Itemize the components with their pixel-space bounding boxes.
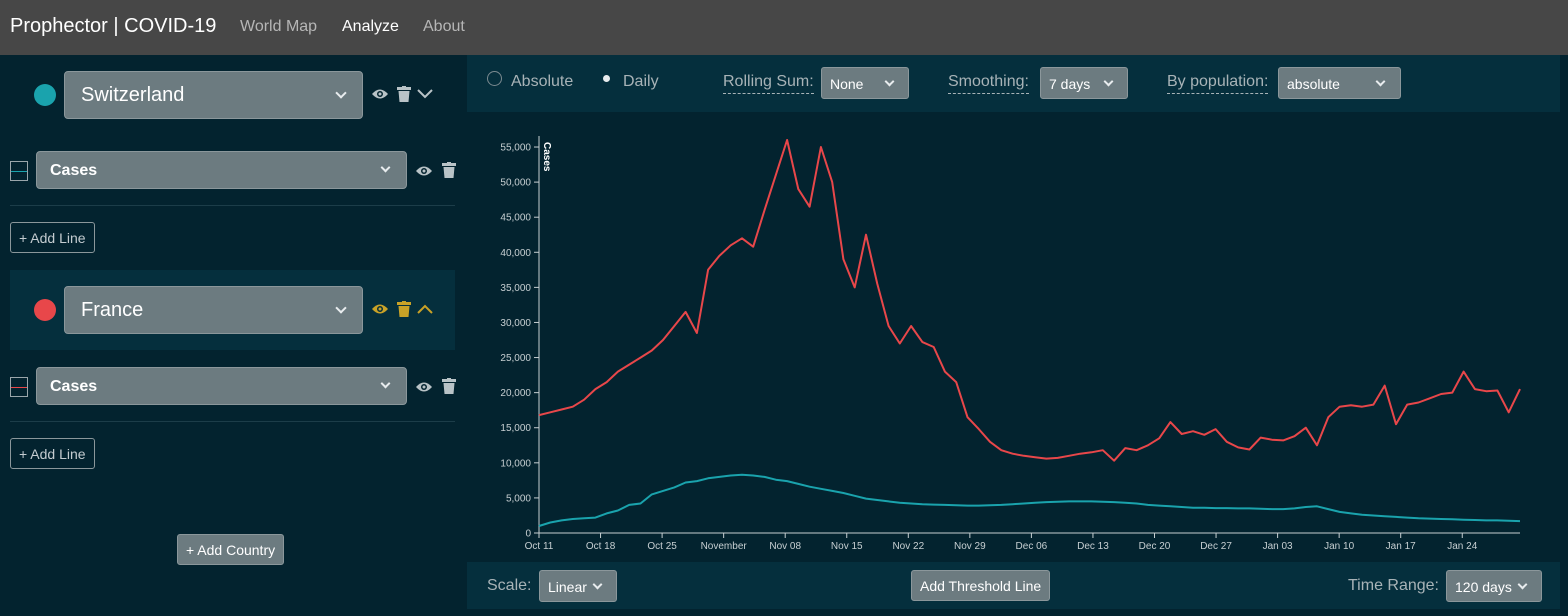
x-tick-label: Jan 17 (1386, 541, 1416, 552)
chevron-up-icon[interactable] (417, 304, 433, 314)
chevron-down-icon (335, 302, 347, 314)
chart-area: 0 5,000 10,000 15,000 20,000 25,000 30,000 35,0… (467, 112, 1560, 562)
y-tick-label: 25,000 (500, 353, 531, 364)
metric-select-value: Cases (50, 162, 98, 179)
x-tick-label: November (701, 541, 748, 552)
y-tick-label: 15,000 (500, 423, 531, 434)
top-navbar: Prophector | COVID-19 World Map Analyze … (0, 0, 1568, 55)
x-tick-label: Oct 11 (525, 541, 554, 552)
y-tick-label: 5,000 (506, 493, 531, 504)
add-line-button[interactable]: + Add Line (10, 222, 95, 253)
by-population-select[interactable]: absolute (1278, 67, 1401, 99)
country-color-dot[interactable] (34, 84, 56, 106)
eye-icon[interactable] (415, 380, 433, 394)
chevron-down-icon (335, 87, 347, 99)
y-tick-label: 10,000 (500, 458, 531, 469)
scale-label: Scale: (487, 577, 532, 594)
chevron-down-icon (592, 579, 603, 590)
rolling-sum-select[interactable]: None (821, 67, 909, 99)
chevron-down-icon (884, 76, 895, 87)
smoothing-select[interactable]: 7 days (1040, 67, 1128, 99)
time-range-value: 120 days (1455, 579, 1512, 595)
nav-link-about[interactable]: About (423, 18, 465, 35)
y-tick-label: 45,000 (500, 213, 531, 224)
trash-icon[interactable] (397, 301, 411, 317)
metric-select[interactable]: Cases (36, 151, 407, 189)
country-select-value: Switzerland (81, 84, 185, 106)
y-tick-label: 50,000 (500, 178, 531, 189)
chevron-down-icon[interactable] (417, 89, 433, 99)
chevron-down-icon (1517, 579, 1528, 590)
by-population-value: absolute (1287, 76, 1340, 92)
country-color-dot[interactable] (34, 299, 56, 321)
eye-icon[interactable] (415, 164, 433, 178)
country-select[interactable]: France (64, 286, 363, 334)
add-line-button[interactable]: + Add Line (10, 438, 95, 469)
series-line-1 (538, 473, 1521, 527)
country-select[interactable]: Switzerland (64, 71, 363, 119)
x-tick-label: Dec 20 (1139, 541, 1171, 552)
trash-icon[interactable] (442, 378, 456, 394)
line-chart: 0 5,000 10,000 15,000 20,000 25,000 30,000 35,0… (500, 136, 1521, 552)
y-tick-label: 20,000 (500, 388, 531, 399)
x-tick-label: Dec 06 (1016, 541, 1048, 552)
divider (10, 421, 455, 422)
country-block-france: France (10, 270, 455, 350)
radio-absolute[interactable] (487, 71, 502, 86)
chart-controls-bar: Absolute Daily Rolling Sum: None Smoothi… (467, 55, 1560, 112)
y-axis-label: Cases (541, 142, 552, 172)
radio-daily[interactable] (603, 75, 610, 82)
x-tick-label: Nov 08 (769, 541, 801, 552)
metric-select-value: Cases (50, 378, 98, 395)
chevron-down-icon (1103, 76, 1114, 87)
sidebar: Switzerland Cases + Add Line France (0, 55, 467, 616)
chart-bottom-bar: Scale: Linear Add Threshold Line Time Ra… (467, 562, 1560, 609)
radio-label-daily[interactable]: Daily (623, 73, 659, 90)
y-tick-label: 55,000 (500, 143, 531, 154)
line-style-swatch[interactable] (10, 161, 28, 181)
chevron-down-icon (380, 162, 391, 173)
line-style-swatch[interactable] (10, 377, 28, 397)
x-tick-label: Nov 29 (954, 541, 986, 552)
x-tick-label: Dec 13 (1077, 541, 1109, 552)
nav-link-analyze[interactable]: Analyze (342, 18, 399, 35)
app-brand[interactable]: Prophector | COVID-19 (10, 15, 217, 37)
x-tick-label: Dec 27 (1200, 541, 1232, 552)
x-tick-label: Jan 03 (1263, 541, 1293, 552)
chevron-down-icon (1375, 76, 1386, 87)
radio-label-absolute[interactable]: Absolute (511, 73, 574, 90)
metric-select[interactable]: Cases (36, 367, 407, 405)
add-threshold-line-button[interactable]: Add Threshold Line (911, 570, 1051, 601)
x-tick-label: Oct 18 (586, 541, 616, 552)
trash-icon[interactable] (397, 86, 411, 102)
country-select-value: France (81, 299, 144, 321)
x-tick-label: Nov 22 (892, 541, 924, 552)
x-tick-label: Nov 15 (831, 541, 863, 552)
x-tick-label: Jan 10 (1324, 541, 1354, 552)
x-tick-label: Oct 25 (647, 541, 677, 552)
rolling-sum-label: Rolling Sum: (723, 73, 814, 94)
x-tick-label: Jan 24 (1447, 541, 1477, 552)
nav-link-world-map[interactable]: World Map (240, 18, 318, 35)
time-range-select[interactable]: 120 days (1446, 570, 1542, 602)
time-range-label: Time Range: (1348, 577, 1439, 594)
eye-icon[interactable] (371, 302, 389, 316)
eye-icon[interactable] (371, 87, 389, 101)
add-country-button[interactable]: + Add Country (177, 534, 285, 565)
y-tick-label: 30,000 (500, 318, 531, 329)
smoothing-value: 7 days (1049, 76, 1091, 92)
divider (10, 205, 455, 206)
trash-icon[interactable] (442, 162, 456, 178)
series-line-0 (538, 139, 1521, 462)
smoothing-label: Smoothing: (948, 73, 1029, 94)
chevron-down-icon (380, 378, 391, 389)
y-tick-label: 0 (525, 529, 531, 540)
scale-select[interactable]: Linear (539, 570, 617, 602)
country-block-switzerland: Switzerland Cases + Add Line (10, 55, 456, 255)
scale-value: Linear (548, 579, 587, 595)
y-tick-label: 35,000 (500, 283, 531, 294)
by-population-label: By population: (1167, 73, 1269, 94)
y-tick-label: 40,000 (500, 248, 531, 259)
rolling-sum-value: None (830, 76, 864, 92)
